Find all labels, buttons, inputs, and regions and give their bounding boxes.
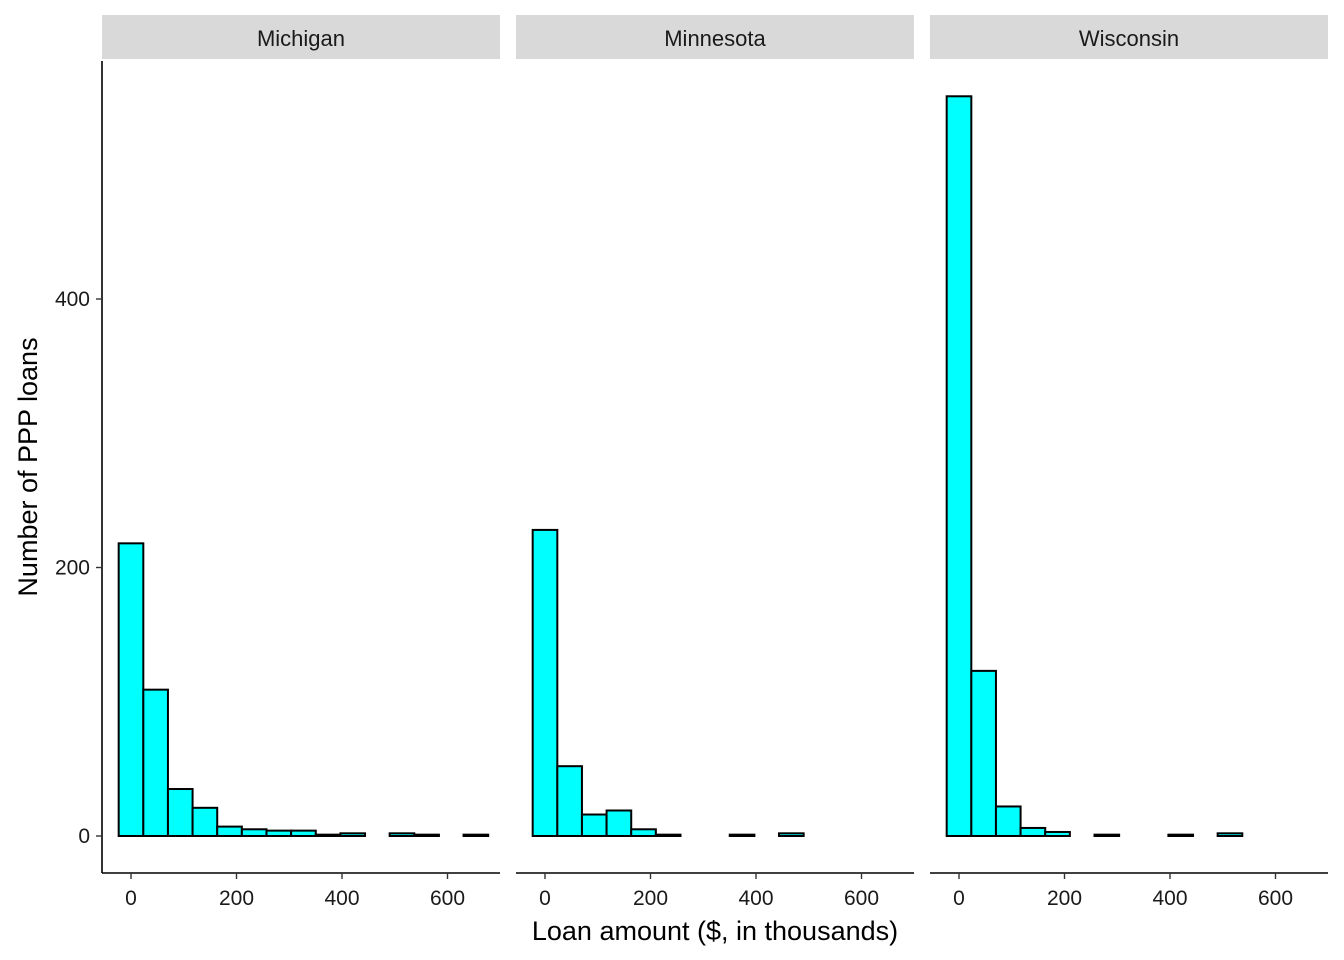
histogram-bar — [142, 688, 169, 837]
histogram-bar — [1093, 833, 1121, 837]
y-tick-label: 0 — [78, 825, 90, 848]
histogram-bar — [191, 806, 219, 837]
x-tick-label: 0 — [125, 887, 137, 910]
x-tick-label: 400 — [738, 887, 773, 910]
x-tick-label: 600 — [430, 887, 465, 910]
x-tick-label: 200 — [219, 887, 254, 910]
histogram-bar — [339, 832, 367, 838]
histogram-bar — [945, 95, 973, 838]
histogram-bar — [1044, 830, 1071, 837]
x-tick-label: 0 — [539, 887, 551, 910]
x-tick-label: 200 — [633, 887, 668, 910]
x-tick-label: 400 — [1152, 887, 1187, 910]
x-tick-label: 0 — [953, 887, 965, 910]
histogram-bar — [290, 829, 317, 838]
x-tick-label: 400 — [324, 887, 359, 910]
x-tick-label: 200 — [1047, 887, 1082, 910]
histogram-bar — [388, 832, 416, 838]
facet-strip-minnesota — [516, 15, 914, 59]
histogram-bar — [462, 833, 490, 837]
histogram-bar — [117, 542, 145, 838]
x-tick-label: 600 — [1258, 887, 1293, 910]
y-tick-label: 200 — [55, 557, 90, 580]
facet-label-wisconsin: Wisconsin — [1079, 26, 1179, 51]
y-axis-title: Number of PPP loans — [13, 337, 43, 596]
histogram-bar — [556, 765, 583, 837]
histogram-bar — [265, 829, 293, 838]
histogram-bar — [605, 809, 633, 837]
histogram-bar — [778, 832, 805, 838]
facet-label-minnesota: Minnesota — [664, 26, 766, 51]
histogram-bar — [994, 805, 1022, 838]
histogram-bar — [728, 833, 756, 837]
facet-strip-wisconsin — [930, 15, 1328, 59]
x-tick-label: 600 — [844, 887, 879, 910]
histogram-bar — [654, 833, 682, 837]
histogram-bar — [580, 813, 608, 838]
histogram-bar — [1167, 833, 1195, 837]
histogram-bar — [1216, 832, 1244, 838]
histogram-bar — [216, 825, 243, 837]
x-axis-title: Loan amount ($, in thousands) — [532, 916, 898, 946]
histogram-bar — [970, 669, 997, 837]
y-tick-label: 400 — [55, 288, 90, 311]
histogram-bar — [240, 828, 268, 837]
histogram-bar — [1019, 826, 1047, 838]
histogram-bar — [314, 833, 342, 837]
histogram-bar — [166, 788, 194, 838]
histogram-bar — [531, 528, 559, 837]
facet-strip-michigan — [102, 15, 500, 59]
facet-label-michigan: Michigan — [257, 26, 345, 51]
histogram-bar — [630, 828, 657, 837]
histogram-bar — [413, 833, 440, 837]
